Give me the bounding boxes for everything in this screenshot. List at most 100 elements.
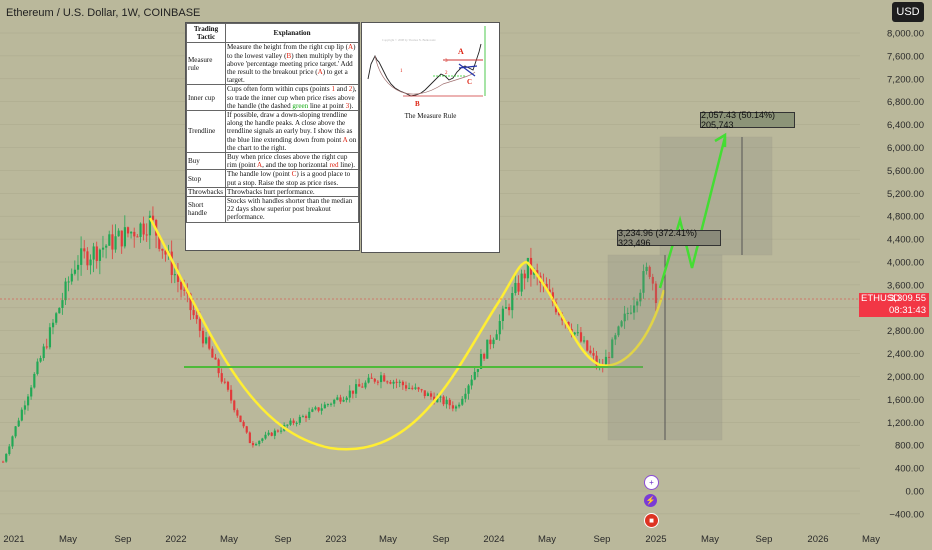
bull-candle	[501, 308, 504, 322]
explanation-text: 3	[345, 101, 350, 110]
bear-candle	[386, 381, 389, 383]
bear-candle	[383, 375, 386, 382]
explanation-text: B	[286, 51, 292, 60]
bear-candle	[83, 248, 86, 252]
bull-candle	[289, 420, 292, 425]
time-tick-label: 2023	[325, 534, 346, 545]
bull-candle	[73, 269, 77, 274]
measure-rule-figure: Copyright © 2008 by Thomas N. Bulkowski …	[361, 22, 500, 253]
bull-candle	[330, 403, 333, 405]
bear-candle	[126, 227, 130, 234]
bear-candle	[133, 231, 136, 237]
explanation-text: ) to the lowest valley (	[227, 43, 356, 60]
bull-candle	[336, 397, 339, 400]
bear-candle	[401, 381, 405, 386]
bull-candle	[645, 266, 648, 272]
bear-candle	[183, 289, 186, 291]
bull-candle	[101, 247, 105, 250]
bull-candle	[89, 259, 92, 266]
bull-candle	[520, 273, 523, 292]
bull-candle	[604, 356, 608, 368]
bull-candle	[611, 339, 614, 358]
cup-curve	[148, 217, 528, 451]
bull-candle	[642, 271, 645, 293]
bear-candle	[248, 432, 251, 444]
price-tag-value: 3,309.55	[889, 293, 926, 304]
bull-candle	[511, 293, 514, 311]
bull-candle	[173, 274, 176, 276]
plus-event-icon[interactable]: +	[644, 475, 659, 490]
currency-button[interactable]: USD	[892, 2, 924, 22]
current-price-tag: ETHUSD 3,309.55 08:31:43	[859, 293, 929, 317]
bull-candle	[298, 416, 301, 423]
bull-candle	[311, 409, 314, 412]
tactic-explanation: The handle low (point C) is a good place…	[225, 169, 359, 188]
bull-candle	[629, 312, 633, 314]
bear-candle	[586, 340, 589, 351]
measure-label-2[interactable]: 2,057.43 (50.14%) 205,743	[700, 110, 795, 130]
bear-candle	[489, 339, 492, 345]
price-tick-label: 4,400.00	[887, 235, 924, 246]
bull-candle	[261, 438, 264, 441]
bear-candle	[151, 215, 155, 221]
price-tag-countdown: 08:31:43	[889, 305, 926, 316]
bull-candle	[264, 434, 267, 439]
bear-candle	[86, 251, 89, 266]
price-tick-label: 6,800.00	[887, 97, 924, 108]
tactic-row: Trendline If possible, draw a down-slopin…	[186, 110, 359, 154]
price-tick-label: 4,000.00	[887, 258, 924, 269]
bear-candle	[508, 307, 511, 311]
tactic-explanation: Throwbacks hurt performance.	[225, 186, 359, 198]
bear-candle	[214, 357, 217, 360]
bull-candle	[286, 424, 289, 426]
bull-candle	[467, 385, 470, 394]
bull-candle	[354, 384, 358, 394]
explanation-text: ).	[349, 101, 354, 110]
bull-candle	[576, 332, 579, 334]
bull-candle	[492, 339, 495, 345]
bear-candle	[2, 461, 5, 463]
time-tick-label: Sep	[115, 534, 132, 545]
time-tick-label: 2021	[3, 534, 24, 545]
time-tick-label: 2026	[807, 534, 828, 545]
explanation-text: Buy when price closes above the right cu…	[227, 153, 348, 170]
bull-candle	[267, 432, 270, 435]
time-tick-label: Sep	[275, 534, 292, 545]
bull-candle	[436, 397, 439, 403]
mini-price-line	[367, 43, 482, 97]
measure-label-1[interactable]: 3,234.96 (372.41%) 323,496	[617, 228, 721, 248]
bull-candle	[20, 409, 23, 421]
bull-candle	[364, 382, 367, 388]
bull-candle	[58, 307, 61, 314]
bear-candle	[211, 348, 214, 358]
bear-candle	[111, 234, 114, 250]
bear-candle	[417, 387, 420, 390]
bear-candle	[376, 381, 380, 383]
price-tick-label: 6,000.00	[887, 143, 924, 154]
bear-candle	[233, 400, 236, 411]
tactic-header: Trading Tactic	[186, 22, 226, 44]
bull-candle	[573, 332, 576, 335]
price-axis[interactable]: 8,000.00 7,600.00 7,200.00 6,800.00 6,400.00…	[887, 29, 924, 521]
time-axis[interactable]: 2021 May Sep 2022 May Sep 2023 May Sep 2024 May Sep…	[3, 534, 880, 545]
lightning-event-icon[interactable]: ⚡	[644, 494, 657, 507]
bull-candle	[42, 346, 45, 359]
explanation-text: green	[292, 101, 309, 110]
tactic-name: Measure rule	[186, 42, 226, 86]
bull-candle	[614, 335, 617, 340]
bear-candle	[195, 315, 198, 320]
bear-candle	[423, 390, 426, 397]
bear-candle	[192, 310, 195, 316]
bull-candle	[108, 234, 111, 246]
price-tick-label: 7,200.00	[887, 74, 924, 85]
us-flag-event-icon[interactable]: ■	[644, 513, 659, 528]
price-tick-label: 3,600.00	[887, 280, 924, 291]
bear-candle	[180, 281, 183, 290]
bull-candle	[114, 236, 117, 250]
bull-candle	[495, 334, 498, 340]
bear-candle	[201, 330, 205, 344]
bull-candle	[98, 249, 102, 261]
bear-candle	[558, 312, 561, 315]
explanation-text: ) to get a target.	[227, 68, 348, 85]
explanation-text: line).	[338, 161, 356, 170]
